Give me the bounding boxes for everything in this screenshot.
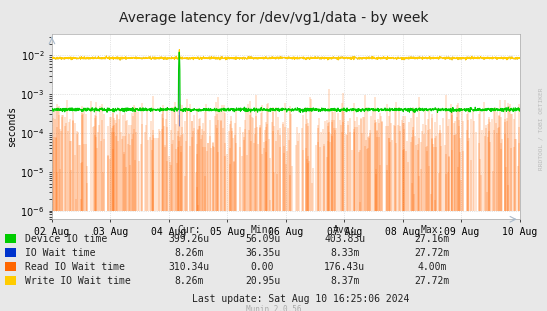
Text: 20.95u: 20.95u xyxy=(245,276,280,286)
Text: 36.35u: 36.35u xyxy=(245,248,280,258)
Text: Average latency for /dev/vg1/data - by week: Average latency for /dev/vg1/data - by w… xyxy=(119,11,428,25)
Text: 0.00: 0.00 xyxy=(251,262,274,272)
Text: Munin 2.0.56: Munin 2.0.56 xyxy=(246,305,301,311)
Text: 8.26m: 8.26m xyxy=(174,276,203,286)
Text: Cur:: Cur: xyxy=(177,225,200,235)
Text: 403.83u: 403.83u xyxy=(324,234,365,244)
Text: Device IO time: Device IO time xyxy=(25,234,107,244)
Text: Avg:: Avg: xyxy=(333,225,356,235)
Text: 310.34u: 310.34u xyxy=(168,262,210,272)
Text: Max:: Max: xyxy=(421,225,444,235)
Text: 176.43u: 176.43u xyxy=(324,262,365,272)
Text: 27.72m: 27.72m xyxy=(415,248,450,258)
Text: Read IO Wait time: Read IO Wait time xyxy=(25,262,125,272)
Text: 56.09u: 56.09u xyxy=(245,234,280,244)
Text: 27.16m: 27.16m xyxy=(415,234,450,244)
Text: Min:: Min: xyxy=(251,225,274,235)
Text: 4.00m: 4.00m xyxy=(417,262,447,272)
Text: Write IO Wait time: Write IO Wait time xyxy=(25,276,130,286)
Text: Last update: Sat Aug 10 16:25:06 2024: Last update: Sat Aug 10 16:25:06 2024 xyxy=(192,294,410,304)
Text: RRDTOOL / TOBI OETIKER: RRDTOOL / TOBI OETIKER xyxy=(538,87,543,169)
Text: 27.72m: 27.72m xyxy=(415,276,450,286)
Text: 399.26u: 399.26u xyxy=(168,234,210,244)
Text: 8.26m: 8.26m xyxy=(174,248,203,258)
Text: 8.33m: 8.33m xyxy=(330,248,359,258)
Text: 8.37m: 8.37m xyxy=(330,276,359,286)
Y-axis label: seconds: seconds xyxy=(7,106,18,147)
Text: IO Wait time: IO Wait time xyxy=(25,248,95,258)
